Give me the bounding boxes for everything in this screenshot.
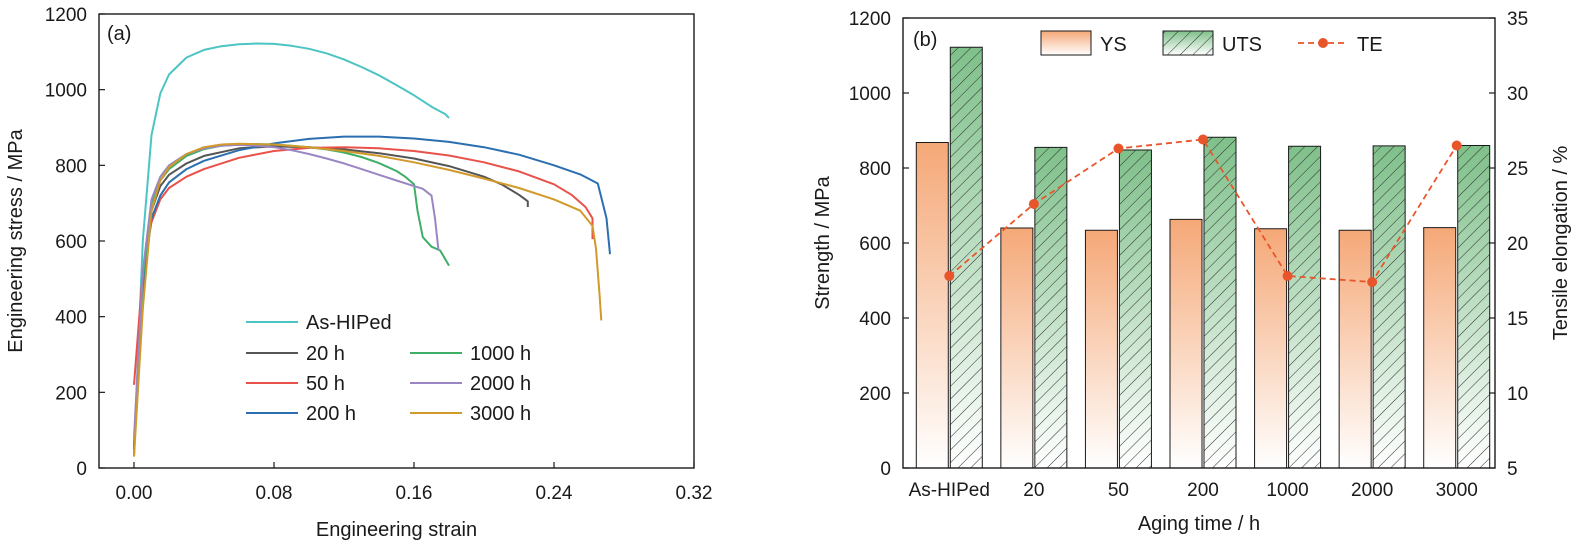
- a-y-ticks: 0 200 400 600 800 1000 1200: [45, 5, 105, 480]
- a-legend-label: 20 h: [306, 343, 345, 365]
- b-category-label: As-HIPed: [909, 480, 990, 501]
- b-legend-marker-te: [1318, 38, 1328, 48]
- b-category-label: 200: [1187, 480, 1219, 501]
- b-category-label: 2000: [1351, 480, 1393, 501]
- b-bar-ys: [1423, 227, 1457, 469]
- b-y-tick-label: 0: [880, 459, 891, 480]
- b-y2-tick-label: 25: [1507, 159, 1528, 180]
- a-y-tick-label: 400: [55, 308, 87, 329]
- a-curve-3000-h: [133, 142, 603, 457]
- b-legend: YS UTS TE: [1040, 30, 1383, 56]
- a-y-axis-label: Engineering stress / MPa: [5, 128, 27, 352]
- b-y2-tick-label: 5: [1507, 459, 1518, 480]
- a-legend-label: 2000 h: [470, 373, 531, 395]
- b-y2-tick-label: 10: [1507, 384, 1528, 405]
- a-legend-label: 200 h: [306, 403, 356, 425]
- b-te-point: [1451, 140, 1462, 151]
- a-legend-label: 50 h: [306, 373, 345, 395]
- a-x-axis-label: Engineering strain: [316, 519, 477, 541]
- b-y-tick-label: 1000: [849, 84, 891, 105]
- b-legend-label-te: TE: [1357, 34, 1383, 56]
- a-legend-label: 3000 h: [470, 403, 531, 425]
- a-x-ticks: 0.00 0.08 0.16 0.24 0.32: [116, 462, 713, 504]
- a-panel-label: (a): [107, 23, 131, 45]
- panel-b-strength-elongation: 0 200 400 600 800 1000 1200 5 10 15 20 25 30 35 As-H…: [812, 9, 1572, 535]
- b-y2-tick-label: 15: [1507, 309, 1528, 330]
- b-y2-tick-label: 30: [1507, 84, 1528, 105]
- b-bar-uts-hatch: [1288, 145, 1322, 469]
- a-y-tick-label: 600: [55, 232, 87, 253]
- a-legend-label: 1000 h: [470, 343, 531, 365]
- a-x-tick-label: 0.32: [676, 483, 713, 504]
- a-y-tick-label: 200: [55, 383, 87, 404]
- b-category-label: 3000: [1436, 480, 1478, 501]
- b-y2-tick-label: 20: [1507, 234, 1528, 255]
- a-curve-1000-h: [133, 143, 450, 457]
- b-te-point: [1367, 277, 1378, 287]
- b-right-y-ticks: 5 10 15 20 25 30 35: [1489, 9, 1528, 480]
- b-bar-ys: [915, 142, 949, 469]
- b-bar-ys: [1169, 218, 1203, 469]
- a-y-tick-label: 800: [55, 156, 87, 177]
- b-y-tick-label: 200: [859, 384, 891, 405]
- b-bar-ys: [1338, 229, 1372, 469]
- a-legend-label: As-HIPed: [306, 312, 392, 334]
- b-bar-ys: [1000, 227, 1034, 469]
- a-y-tick-label: 1000: [45, 81, 87, 102]
- b-legend-label-ys: YS: [1100, 34, 1127, 56]
- b-x-axis-label: Aging time / h: [1138, 513, 1260, 535]
- b-category-label: 50: [1108, 480, 1129, 501]
- b-category-label: 20: [1023, 480, 1044, 501]
- b-legend-swatch-ys: [1040, 30, 1092, 56]
- b-bar-uts-hatch: [1457, 145, 1491, 469]
- b-left-y-ticks: 0 200 400 600 800 1000 1200: [849, 9, 909, 480]
- a-plot-frame: [98, 13, 695, 469]
- b-te-point: [1113, 143, 1124, 154]
- a-curve-2000-h: [133, 143, 440, 438]
- b-bar-uts-hatch: [949, 46, 983, 469]
- b-y2-axis-label: Tensile elongation / %: [1550, 146, 1572, 341]
- b-bar-ys: [1254, 228, 1288, 469]
- b-panel-label: (b): [913, 29, 937, 51]
- a-x-tick-label: 0.08: [256, 483, 293, 504]
- b-y-tick-label: 800: [859, 159, 891, 180]
- b-te-point: [1198, 134, 1208, 145]
- a-curve-as-hiped: [133, 42, 450, 453]
- b-y-axis-label: Strength / MPa: [812, 175, 834, 309]
- b-y-tick-label: 400: [859, 309, 891, 330]
- a-legend: As-HIPed 20 h 1000 h 50 h 2000 h 200 h 3000 h: [246, 312, 531, 425]
- b-te-point: [1028, 199, 1039, 209]
- a-y-tick-label: 1200: [45, 5, 87, 26]
- b-te-point: [1282, 271, 1293, 281]
- a-curve-200-h: [133, 135, 611, 446]
- b-te-point: [944, 271, 955, 281]
- b-bar-uts-hatch: [1203, 136, 1237, 469]
- a-curve-50-h: [133, 146, 594, 385]
- b-bar-uts-hatch: [1372, 145, 1406, 469]
- b-y-tick-label: 600: [859, 234, 891, 255]
- panel-a-stress-strain: 0.00 0.08 0.16 0.24 0.32 0 200 400 600 800 1000 12…: [5, 5, 712, 541]
- b-bar-uts-hatch: [1118, 149, 1152, 469]
- b-bars: [915, 46, 1491, 469]
- b-bar-ys: [1084, 229, 1118, 469]
- b-category-label: 1000: [1266, 480, 1308, 501]
- b-legend-swatch-uts-hatch: [1162, 30, 1214, 56]
- a-x-tick-label: 0.16: [396, 483, 433, 504]
- a-x-tick-label: 0.00: [116, 483, 153, 504]
- b-te-line: [944, 134, 1462, 287]
- a-curves: [133, 42, 611, 457]
- b-bar-uts-hatch: [1034, 146, 1068, 469]
- a-x-tick-label: 0.24: [536, 483, 573, 504]
- b-legend-label-uts: UTS: [1222, 34, 1262, 56]
- b-x-ticks: As-HIPed 20 50 200 1000 2000 3000: [909, 480, 1478, 501]
- b-y2-tick-label: 35: [1507, 9, 1528, 30]
- b-y-tick-label: 1200: [849, 9, 891, 30]
- a-y-tick-label: 0: [76, 459, 87, 480]
